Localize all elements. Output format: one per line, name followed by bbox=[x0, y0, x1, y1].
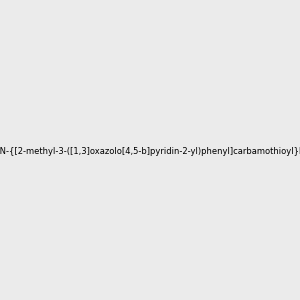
Text: 3-bromo-N-{[2-methyl-3-([1,3]oxazolo[4,5-b]pyridin-2-yl)phenyl]carbamothioyl}ben: 3-bromo-N-{[2-methyl-3-([1,3]oxazolo[4,5… bbox=[0, 147, 300, 156]
